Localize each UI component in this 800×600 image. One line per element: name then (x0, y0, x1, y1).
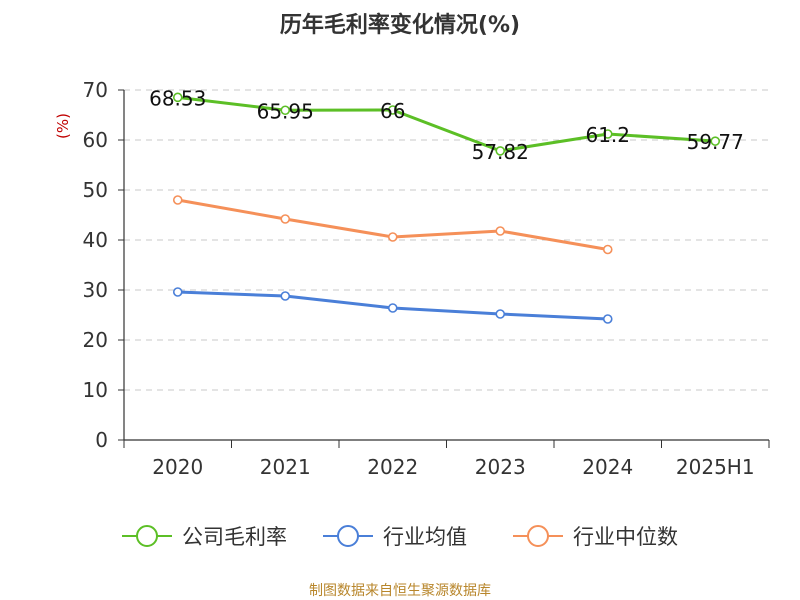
point-0-5 (710, 136, 721, 146)
y-tick-label-50: 50 (83, 178, 108, 202)
point-0-4 (602, 129, 613, 139)
x-tick-label-2025H1: 2025H1 (676, 455, 755, 479)
y-tick-label-30: 30 (83, 278, 108, 302)
y-tick-label-0: 0 (95, 428, 108, 452)
axes: 0 10 20 30 40 50 60 70 2020 2021 2022 2023 2024 2025H… (83, 78, 770, 479)
x-tick-label-2020: 2020 (152, 455, 203, 479)
y-tick-label-60: 60 (83, 128, 108, 152)
legend-label-2: 行业中位数 (573, 525, 678, 549)
series-line-2 (177, 198, 609, 251)
data-label-0-3: 57.82 (472, 140, 529, 164)
point-1-4 (602, 314, 613, 324)
data-labels: 68.53 65.95 66 57.82 61.2 59.77 (149, 86, 744, 164)
point-0-1 (280, 105, 291, 116)
data-label-0-4: 61.2 (585, 123, 630, 147)
point-1-3 (495, 309, 506, 319)
y-tick-label-40: 40 (83, 228, 108, 252)
y-tick-label-70: 70 (83, 78, 108, 102)
grid-lines (124, 89, 769, 391)
point-0-2 (387, 105, 398, 115)
point-2-0 (172, 195, 183, 205)
y-tick-label-10: 10 (83, 378, 108, 402)
legend-label-0: 公司毛利率 (182, 525, 287, 549)
legend-marker-2 (527, 525, 549, 547)
chart-title: 历年毛利率变化情况(%) (280, 12, 520, 38)
x-tick-label-2022: 2022 (367, 455, 418, 479)
x-tick-label-2021: 2021 (260, 455, 311, 479)
point-2-3 (495, 226, 506, 236)
source-note: 制图数据来自恒生聚源数据库 (309, 583, 491, 599)
legend-label-1: 行业均值 (383, 525, 467, 549)
point-1-0 (172, 287, 183, 297)
y-axis-label: (%) (54, 113, 72, 139)
series-line-0 (177, 95, 716, 153)
x-tick-label-2024: 2024 (582, 455, 633, 479)
series-lines (172, 92, 721, 324)
point-2-4 (602, 244, 613, 255)
y-tick-label-20: 20 (83, 328, 108, 352)
data-label-0-2: 66 (380, 99, 405, 123)
legend: 公司毛利率 行业均值 行业中位数 (122, 525, 678, 549)
point-2-1 (280, 214, 291, 224)
point-2-2 (387, 232, 398, 242)
legend-marker-1 (337, 525, 359, 547)
point-0-3 (495, 146, 506, 156)
data-label-0-5: 59.77 (687, 130, 744, 154)
point-1-2 (387, 303, 398, 313)
point-0-0 (172, 92, 183, 103)
legend-marker-0 (136, 525, 158, 547)
data-label-0-1: 65.95 (257, 99, 314, 123)
data-label-0-0: 68.53 (149, 86, 206, 110)
x-tick-label-2023: 2023 (475, 455, 526, 479)
point-1-1 (280, 291, 291, 301)
